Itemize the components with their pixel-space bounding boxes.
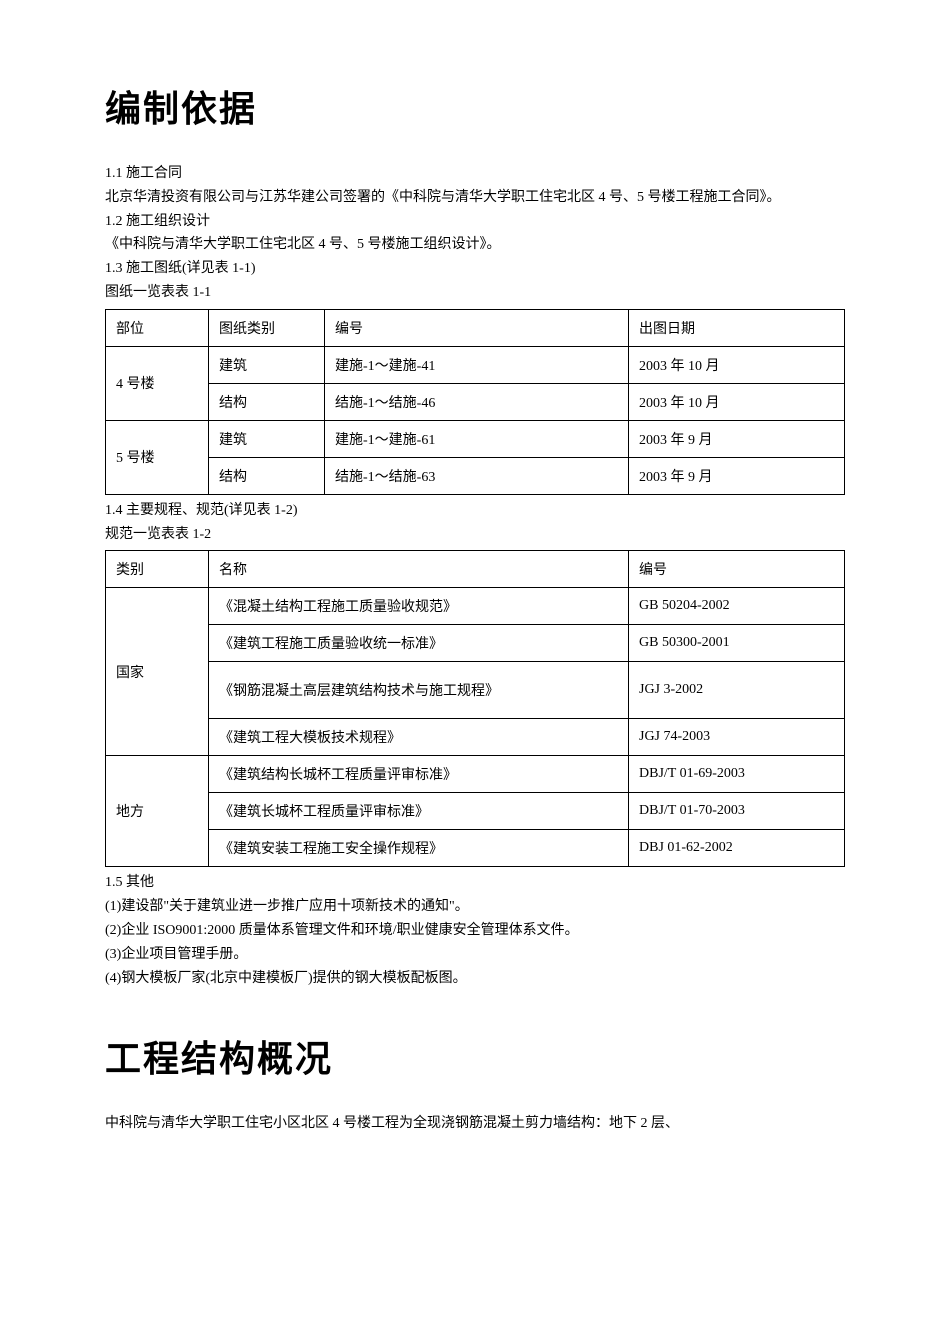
table-cell: 2003 年 9 月 <box>629 420 845 457</box>
heading-1: 编制依据 <box>105 80 845 132</box>
table-cell: 《建筑长城杯工程质量评审标准》 <box>209 793 629 830</box>
table-header-cell: 图纸类别 <box>209 309 325 346</box>
table-header-cell: 部位 <box>106 309 209 346</box>
list-item: (3)企业项目管理手册。 <box>105 943 845 967</box>
table-header-cell: 编号 <box>325 309 629 346</box>
table-header-row: 部位 图纸类别 编号 出图日期 <box>106 309 845 346</box>
standards-table: 类别 名称 编号 国家 《混凝土结构工程施工质量验收规范》 GB 50204-2… <box>105 550 845 867</box>
table-cell: 《钢筋混凝土高层建筑结构技术与施工规程》 <box>209 662 629 719</box>
section-1-1-title: 1.1 施工合同 <box>105 162 845 186</box>
table-cell: 建施-1～建施-61 <box>325 420 629 457</box>
table-cell: 4 号楼 <box>106 346 209 420</box>
section-2-body: 中科院与清华大学职工住宅小区北区 4 号楼工程为全现浇钢筋混凝土剪力墙结构：地下… <box>105 1112 845 1136</box>
table-row: 结构 结施-1～结施-46 2003 年 10 月 <box>106 383 845 420</box>
table-cell: DBJ/T 01-70-2003 <box>629 793 845 830</box>
table-cell: 《混凝土结构工程施工质量验收规范》 <box>209 588 629 625</box>
table-cell: DBJ/T 01-69-2003 <box>629 756 845 793</box>
table-header-cell: 名称 <box>209 551 629 588</box>
table-row: 国家 《混凝土结构工程施工质量验收规范》 GB 50204-2002 <box>106 588 845 625</box>
table-row: 《建筑工程施工质量验收统一标准》 GB 50300-2001 <box>106 625 845 662</box>
table-row: 《建筑安装工程施工安全操作规程》 DBJ 01-62-2002 <box>106 830 845 867</box>
drawings-table: 部位 图纸类别 编号 出图日期 4 号楼 建筑 建施-1～建施-41 2003 … <box>105 309 845 495</box>
table-2-caption: 规范一览表表 1-2 <box>105 523 845 547</box>
table-cell: DBJ 01-62-2002 <box>629 830 845 867</box>
table-1-caption: 图纸一览表表 1-1 <box>105 281 845 305</box>
table-cell: 结构 <box>209 457 325 494</box>
section-1-3-title: 1.3 施工图纸(详见表 1-1) <box>105 257 845 281</box>
table-row: 结构 结施-1～结施-63 2003 年 9 月 <box>106 457 845 494</box>
table-cell: JGJ 3-2002 <box>629 662 845 719</box>
table-cell: JGJ 74-2003 <box>629 719 845 756</box>
section-1-1-body: 北京华清投资有限公司与江苏华建公司签署的《中科院与清华大学职工住宅北区 4 号、… <box>105 186 845 210</box>
table-row: 地方 《建筑结构长城杯工程质量评审标准》 DBJ/T 01-69-2003 <box>106 756 845 793</box>
table-row: 《钢筋混凝土高层建筑结构技术与施工规程》 JGJ 3-2002 <box>106 662 845 719</box>
section-1-4-title: 1.4 主要规程、规范(详见表 1-2) <box>105 499 845 523</box>
table-cell: 2003 年 10 月 <box>629 383 845 420</box>
table-cell: 结施-1～结施-63 <box>325 457 629 494</box>
table-header-cell: 出图日期 <box>629 309 845 346</box>
table-cell: 《建筑工程大模板技术规程》 <box>209 719 629 756</box>
table-cell: 国家 <box>106 588 209 756</box>
heading-2: 工程结构概况 <box>105 1030 845 1082</box>
section-1-2-body: 《中科院与清华大学职工住宅北区 4 号、5 号楼施工组织设计》。 <box>105 233 845 257</box>
table-header-cell: 类别 <box>106 551 209 588</box>
table-cell: 建筑 <box>209 420 325 457</box>
table-cell: 2003 年 10 月 <box>629 346 845 383</box>
table-row: 5 号楼 建筑 建施-1～建施-61 2003 年 9 月 <box>106 420 845 457</box>
table-cell: 2003 年 9 月 <box>629 457 845 494</box>
document-page: 编制依据 1.1 施工合同 北京华清投资有限公司与江苏华建公司签署的《中科院与清… <box>0 0 950 1344</box>
table-cell: 建筑 <box>209 346 325 383</box>
table-cell: 《建筑安装工程施工安全操作规程》 <box>209 830 629 867</box>
table-row: 《建筑工程大模板技术规程》 JGJ 74-2003 <box>106 719 845 756</box>
table-row: 4 号楼 建筑 建施-1～建施-41 2003 年 10 月 <box>106 346 845 383</box>
table-cell: 5 号楼 <box>106 420 209 494</box>
list-item: (4)钢大模板厂家(北京中建模板厂)提供的钢大模板配板图。 <box>105 967 845 991</box>
table-cell: GB 50204-2002 <box>629 588 845 625</box>
table-cell: 《建筑结构长城杯工程质量评审标准》 <box>209 756 629 793</box>
table-cell: 地方 <box>106 756 209 867</box>
table-cell: 《建筑工程施工质量验收统一标准》 <box>209 625 629 662</box>
list-item: (2)企业 ISO9001:2000 质量体系管理文件和环境/职业健康安全管理体… <box>105 919 845 943</box>
table-cell: 结施-1～结施-46 <box>325 383 629 420</box>
table-row: 《建筑长城杯工程质量评审标准》 DBJ/T 01-70-2003 <box>106 793 845 830</box>
table-cell: GB 50300-2001 <box>629 625 845 662</box>
section-1-2-title: 1.2 施工组织设计 <box>105 210 845 234</box>
table-cell: 结构 <box>209 383 325 420</box>
table-cell: 建施-1～建施-41 <box>325 346 629 383</box>
table-header-cell: 编号 <box>629 551 845 588</box>
table-header-row: 类别 名称 编号 <box>106 551 845 588</box>
section-1-5-title: 1.5 其他 <box>105 871 845 895</box>
list-item: (1)建设部"关于建筑业进一步推广应用十项新技术的通知"。 <box>105 895 845 919</box>
